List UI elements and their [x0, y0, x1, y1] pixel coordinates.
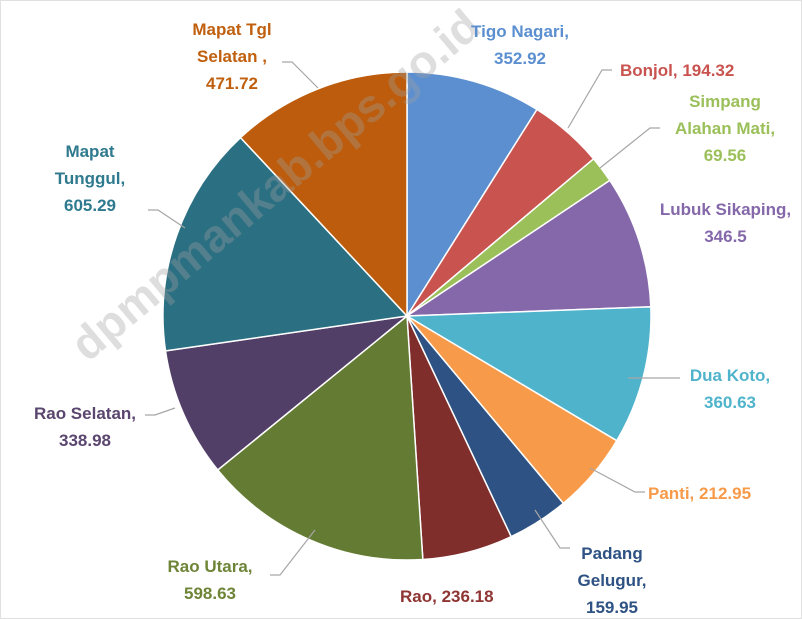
label-value: 159.95 — [586, 598, 638, 617]
label-category: Simpang Alahan Mati, — [674, 92, 776, 138]
data-label: Lubuk Sikaping, 346.5 — [648, 196, 802, 250]
data-label: Padang Gelugur, 159.95 — [567, 540, 657, 619]
pie-slice — [404, 179, 652, 317]
data-label: Rao, 236.18 — [400, 583, 530, 610]
pie-slice — [162, 136, 409, 352]
label-category: Rao Selatan, — [33, 404, 137, 423]
pie-slice — [216, 314, 424, 561]
label-value: 352.92 — [494, 49, 546, 68]
data-label: Rao Selatan, 338.98 — [15, 400, 155, 454]
leader-line — [282, 61, 319, 89]
data-label: Tigo Nagari, 352.92 — [455, 18, 585, 72]
label-category: Panti, — [648, 484, 695, 503]
leader-line — [599, 127, 660, 169]
leader-line — [589, 467, 645, 493]
label-value: 212.95 — [699, 484, 752, 503]
data-label: Bonjol, 194.32 — [620, 57, 790, 84]
label-value: 346.5 — [704, 227, 747, 246]
leader-line — [567, 69, 612, 129]
data-label: Dua Koto, 360.63 — [675, 362, 785, 416]
label-category: Rao, — [400, 587, 437, 606]
label-value: 471.72 — [206, 74, 258, 93]
leader-lines — [145, 61, 680, 576]
leader-line — [145, 407, 176, 416]
label-value: 338.98 — [59, 431, 111, 450]
pie-slice — [406, 71, 538, 319]
label-category: Dua Koto, — [689, 366, 771, 385]
label-category: Mapat Tunggul, — [54, 142, 126, 188]
label-category: Tigo Nagari, — [471, 22, 569, 41]
data-label: Mapat Tgl Selatan , 471.72 — [182, 16, 282, 97]
label-value: 360.63 — [704, 393, 756, 412]
label-category: Rao Utara, — [167, 557, 253, 576]
leader-line — [148, 209, 186, 229]
label-category: Mapat Tgl Selatan , — [192, 20, 272, 66]
label-value: 598.63 — [184, 584, 236, 603]
label-value: 69.56 — [703, 146, 747, 165]
leader-line — [534, 509, 570, 549]
pie-slice — [239, 71, 408, 318]
pie-slice — [404, 306, 652, 442]
label-value: 194.32 — [682, 61, 735, 80]
data-label: Simpang Alahan Mati, 69.56 — [660, 88, 790, 169]
label-category: Bonjol, — [620, 61, 678, 80]
label-value: 605.29 — [64, 196, 116, 215]
label-category: Padang Gelugur, — [577, 544, 647, 590]
data-label: Panti, 212.95 — [648, 480, 798, 507]
label-value: 236.18 — [441, 587, 494, 606]
leader-line — [270, 529, 316, 576]
data-label: Rao Utara, 598.63 — [150, 553, 270, 607]
data-label: Mapat Tunggul, 605.29 — [45, 138, 135, 219]
label-category: Lubuk Sikaping, — [659, 200, 792, 219]
pie-slice — [164, 314, 410, 472]
